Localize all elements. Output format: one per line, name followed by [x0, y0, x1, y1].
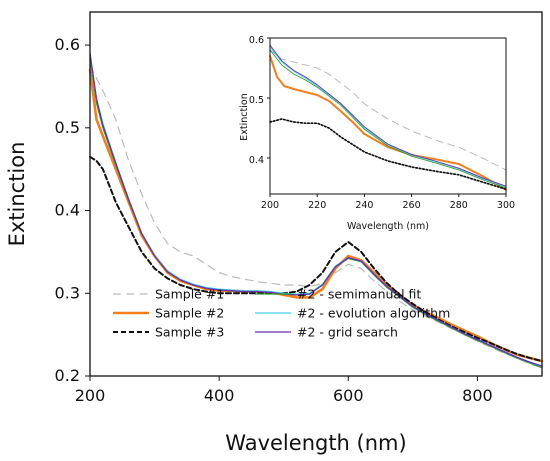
inset-y-axis-title: Extinction: [239, 93, 250, 140]
inset-ticks: 200 220 240 260 280 300 0.4 0.5 0.6: [249, 35, 515, 211]
series-line-sample-3: [269, 118, 507, 191]
inset-series-group: [269, 44, 507, 191]
series-line--2-grid-search: [89, 52, 543, 367]
x-tick-label: 220: [308, 200, 326, 211]
x-tick-label: 260: [403, 200, 421, 211]
x-tick-label: 800: [462, 386, 493, 405]
x-tick-label: 600: [333, 386, 364, 405]
inset-chart: 200 220 240 260 280 300 0.4 0.5 0.6 Wavelength (…: [239, 35, 515, 232]
x-tick-label: 300: [497, 200, 515, 211]
series-line--2-evolution-algorithm: [269, 46, 507, 188]
main-x-axis-title: Wavelength (nm): [225, 431, 406, 455]
inset-plot-frame: [269, 37, 507, 195]
main-y-axis-title: Extinction: [5, 142, 29, 247]
x-tick-label: 400: [204, 386, 235, 405]
series-line-sample-2: [269, 55, 507, 191]
legend-label: #2 - semimanual fit: [297, 287, 421, 302]
y-tick-label: 0.4: [55, 201, 80, 220]
legend-label: Sample #2: [155, 306, 224, 321]
series-line--2-grid-search: [269, 44, 507, 187]
main-series-group: [88, 52, 544, 369]
y-tick-label: 0.6: [55, 35, 80, 54]
legend-label: #2 - grid search: [297, 325, 398, 340]
main-legend: Sample #1 Sample #2 Sample #3 #2 - semimanu…: [113, 287, 450, 340]
series-line--2-semimanual-fit: [269, 49, 507, 189]
main-plot-frame: [89, 11, 543, 377]
x-tick-label: 200: [261, 200, 279, 211]
main-chart: 200 400 600 800 0.2 0.3 0.4 0.5 0.6 Wavelength (…: [5, 11, 544, 455]
y-tick-label: 0.5: [55, 118, 80, 137]
legend-label: Sample #3: [155, 325, 224, 340]
legend-label: #2 - evolution algorithm: [297, 306, 450, 321]
y-tick-label: 0.5: [249, 95, 264, 106]
y-tick-label: 0.6: [249, 35, 264, 46]
y-tick-label: 0.4: [249, 155, 264, 166]
main-ticks: 200 400 600 800 0.2 0.3 0.4 0.5 0.6: [55, 35, 493, 405]
legend-label: Sample #1: [155, 287, 224, 302]
y-tick-label: 0.3: [55, 283, 80, 302]
series-line-sample-1: [269, 49, 507, 171]
inset-x-axis-title: Wavelength (nm): [347, 221, 429, 232]
series-line-sample-3: [89, 155, 543, 363]
x-tick-label: 200: [75, 386, 106, 405]
x-tick-label: 280: [450, 200, 468, 211]
y-tick-label: 0.2: [55, 366, 80, 385]
x-tick-label: 240: [355, 200, 373, 211]
